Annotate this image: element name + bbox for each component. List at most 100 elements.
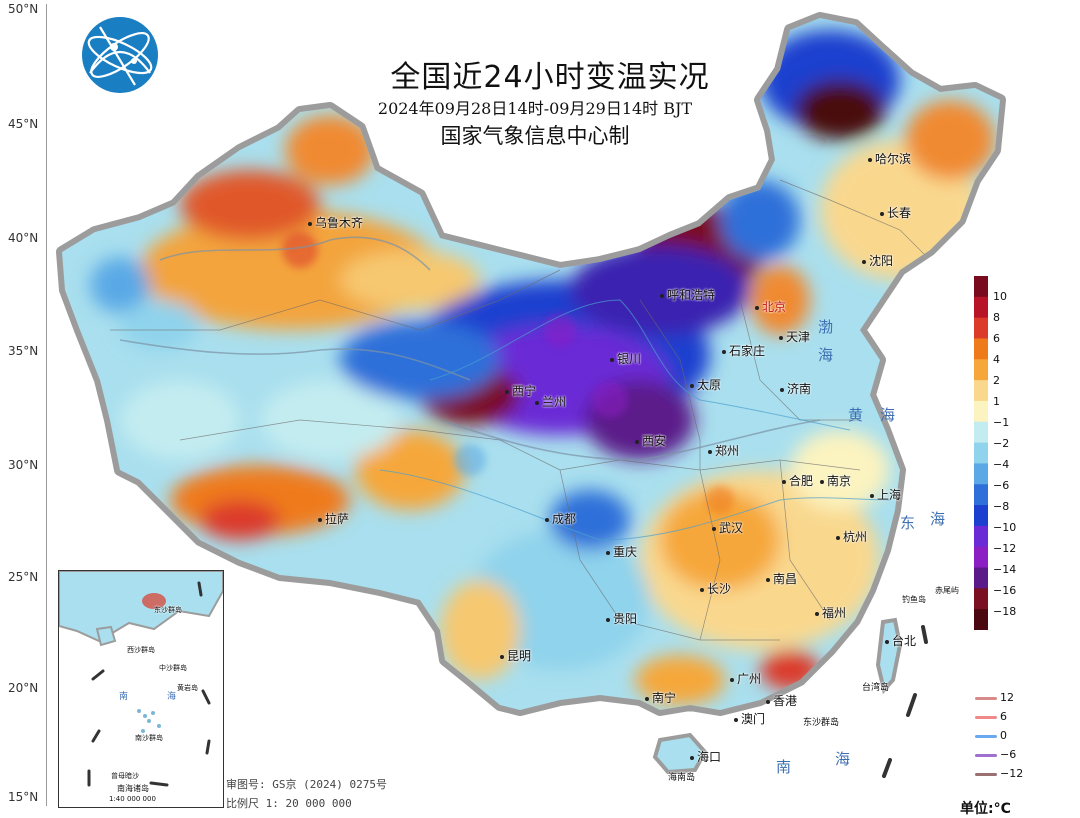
colorbar-label: 1 — [993, 395, 1000, 408]
inset-sea-2: 海 — [167, 692, 183, 702]
colorbar-swatch — [974, 609, 988, 630]
colorbar-swatch — [974, 276, 988, 298]
colorbar-label: 6 — [993, 332, 1000, 345]
colorbar-label: −2 — [993, 437, 1010, 450]
city-zhengzhou: 郑州 — [708, 442, 739, 459]
city-tianjin: 天津 — [779, 328, 810, 345]
city-changsha: 长沙 — [700, 580, 731, 597]
lat-label-20: 20°N — [8, 681, 39, 695]
contour-legend-line — [975, 773, 997, 776]
contour-legend-line — [975, 735, 997, 738]
colorbar-label: 10 — [993, 290, 1007, 303]
city-guangzhou: 广州 — [730, 670, 761, 687]
colorbar-label: −14 — [993, 563, 1017, 576]
city-xian: 西安 — [635, 432, 666, 449]
colorbar-swatch — [974, 588, 988, 610]
colorbar-label: −4 — [993, 458, 1010, 471]
unit-label: 单位:°C — [960, 801, 1011, 817]
colorbar-swatch — [974, 484, 988, 506]
inset-sea-1: 南 — [119, 692, 135, 702]
city-urumqi: 乌鲁木齐 — [308, 214, 363, 231]
lat-label-50: 50°N — [8, 2, 39, 16]
colorbar-swatch — [974, 296, 988, 319]
colorbar-swatch — [974, 442, 988, 464]
island-chiwei: 赤尾屿 — [935, 586, 959, 595]
city-hefei: 合肥 — [782, 472, 813, 489]
colorbar-label: −6 — [993, 479, 1010, 492]
sea-south-1: 南 — [776, 758, 798, 776]
city-shijiazhuang: 石家庄 — [722, 342, 765, 359]
boundary-dashes — [882, 625, 928, 778]
colorbar-label: −10 — [993, 521, 1017, 534]
city-harbin: 哈尔滨 — [868, 150, 911, 167]
colorbar-swatch — [974, 567, 988, 589]
inset-label-nansha: 南沙群岛 — [135, 734, 163, 742]
colorbar-label: −18 — [993, 605, 1017, 618]
south-china-sea-inset: 东沙群岛 西沙群岛 中沙群岛 黄岩岛 南沙群岛 曾母暗沙 南 海 南海诸岛 1:… — [58, 570, 224, 808]
sea-bohai-1: 渤 — [818, 318, 840, 336]
contour-legend-label: −6 — [1000, 748, 1017, 761]
contour-legend-line — [975, 754, 997, 757]
colorbar-label: −1 — [993, 416, 1010, 429]
colorbar-swatch — [974, 463, 988, 485]
city-shenyang: 沈阳 — [862, 252, 893, 269]
city-taiyuan: 太原 — [690, 376, 721, 393]
sea-yellow-2: 海 — [880, 406, 902, 424]
contour-legend-label: 6 — [1000, 710, 1007, 723]
city-lhasa: 拉萨 — [318, 510, 349, 527]
sea-south-2: 海 — [835, 750, 857, 768]
city-macau: 澳门 — [734, 710, 765, 727]
map-time-range: 2024年09月28日14时-09月29日14时 BJT — [377, 99, 693, 118]
city-hangzhou: 杭州 — [836, 528, 867, 545]
scale-label: 比例尺 1: 20 000 000 — [226, 797, 352, 810]
map-title: 全国近24小时变温实况 — [390, 60, 710, 95]
review-number: 审图号: GS京 (2024) 0275号 — [226, 778, 387, 791]
city-haikou: 海口 — [690, 748, 721, 765]
colorbar-swatch — [974, 525, 988, 548]
colorbar-swatch — [974, 505, 988, 527]
colorbar-label: −12 — [993, 542, 1017, 555]
sea-bohai-2: 海 — [818, 346, 840, 364]
colorbar-label: 2 — [993, 374, 1000, 387]
colorbar-swatch — [974, 421, 988, 444]
lat-label-15: 15°N — [8, 790, 39, 804]
city-chengdu: 成都 — [545, 510, 576, 527]
city-guiyang: 贵阳 — [606, 610, 637, 627]
colorbar-swatch — [974, 546, 988, 569]
colorbar — [974, 276, 988, 630]
city-yinchuan: 银川 — [610, 350, 641, 367]
sea-east-2: 海 — [930, 510, 952, 528]
colorbar-label: 8 — [993, 311, 1000, 324]
inset-scale: 1:40 000 000 — [109, 795, 156, 803]
contour-legend-line — [975, 697, 997, 700]
colorbar-label: 4 — [993, 353, 1000, 366]
city-nanning: 南宁 — [645, 689, 676, 706]
contour-legend-label: 0 — [1000, 729, 1007, 742]
city-taipei: 台北 — [885, 632, 916, 649]
city-hongkong: 香港 — [766, 692, 797, 709]
cma-logo-icon — [82, 17, 158, 93]
colorbar-swatch — [974, 317, 988, 339]
lat-label-30: 30°N — [8, 458, 39, 472]
colorbar-label: −8 — [993, 500, 1010, 513]
city-nanchang: 南昌 — [766, 570, 797, 587]
city-hohhot: 呼和浩特 — [660, 286, 715, 303]
lat-label-25: 25°N — [8, 570, 39, 584]
colorbar-swatch — [974, 338, 988, 360]
colorbar-swatch — [974, 380, 988, 402]
city-fuzhou: 福州 — [815, 604, 846, 621]
city-jinan: 济南 — [780, 380, 811, 397]
inset-label-dongsha: 东沙群岛 — [154, 606, 182, 614]
city-kunming: 昆明 — [500, 647, 531, 664]
inset-label-zengmu: 曾母暗沙 — [111, 772, 139, 780]
city-shanghai: 上海 — [870, 486, 901, 503]
colorbar-label: −16 — [993, 584, 1017, 597]
island-hainan: 海南岛 — [668, 773, 696, 783]
colorbar-swatch — [974, 359, 988, 381]
inset-label-zhongsha: 中沙群岛 — [159, 664, 187, 672]
inset-map — [59, 571, 223, 787]
city-wuhan: 武汉 — [712, 519, 743, 536]
taiwan-island — [875, 617, 903, 695]
